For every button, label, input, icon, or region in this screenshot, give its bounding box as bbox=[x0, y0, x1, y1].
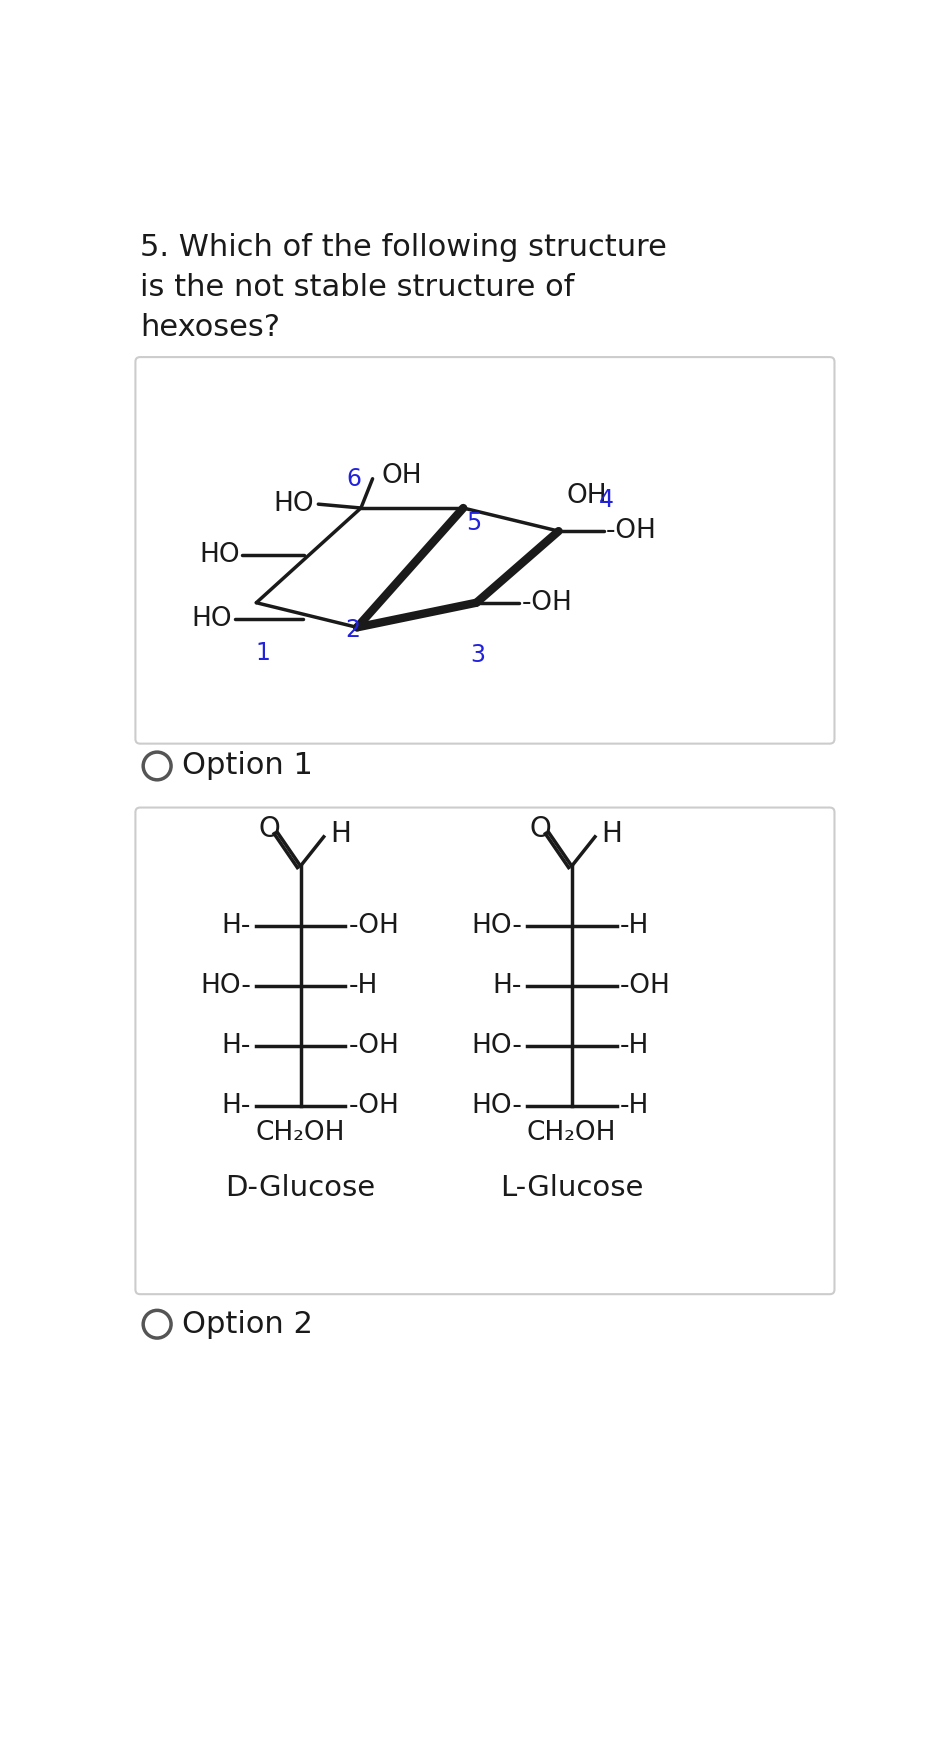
Text: O: O bbox=[259, 815, 280, 843]
Text: -H: -H bbox=[348, 973, 378, 1000]
Text: H-: H- bbox=[492, 973, 522, 1000]
Text: Option 1: Option 1 bbox=[182, 751, 313, 781]
Text: 1: 1 bbox=[255, 642, 270, 665]
Text: CH₂OH: CH₂OH bbox=[256, 1120, 346, 1146]
Text: H: H bbox=[330, 820, 350, 848]
Text: 6: 6 bbox=[346, 467, 361, 490]
Text: HO: HO bbox=[274, 492, 314, 517]
Text: L-Glucose: L-Glucose bbox=[500, 1174, 643, 1202]
Text: HO: HO bbox=[191, 606, 232, 631]
FancyBboxPatch shape bbox=[135, 358, 834, 744]
Text: H-: H- bbox=[222, 913, 251, 940]
Text: -OH: -OH bbox=[348, 1093, 400, 1120]
Text: 5: 5 bbox=[467, 511, 482, 536]
Text: OH: OH bbox=[381, 462, 421, 488]
Text: HO-: HO- bbox=[200, 973, 251, 1000]
Text: 5. Which of the following structure: 5. Which of the following structure bbox=[140, 233, 667, 263]
Text: 3: 3 bbox=[471, 643, 486, 666]
Text: -OH: -OH bbox=[606, 518, 656, 545]
Text: D-Glucose: D-Glucose bbox=[225, 1174, 376, 1202]
Text: HO-: HO- bbox=[472, 1093, 522, 1120]
Text: H-: H- bbox=[222, 1093, 251, 1120]
Text: H-: H- bbox=[222, 1033, 251, 1060]
Text: -OH: -OH bbox=[619, 973, 670, 1000]
Text: hexoses?: hexoses? bbox=[140, 314, 280, 342]
Text: CH₂OH: CH₂OH bbox=[527, 1120, 616, 1146]
Text: OH: OH bbox=[566, 483, 607, 510]
Text: -OH: -OH bbox=[348, 1033, 400, 1060]
Text: HO-: HO- bbox=[472, 913, 522, 940]
Text: O: O bbox=[530, 815, 551, 843]
Text: is the not stable structure of: is the not stable structure of bbox=[140, 273, 575, 301]
Text: -H: -H bbox=[619, 1033, 650, 1060]
Text: H: H bbox=[601, 820, 622, 848]
FancyBboxPatch shape bbox=[135, 807, 834, 1294]
Text: HO-: HO- bbox=[472, 1033, 522, 1060]
Text: -OH: -OH bbox=[348, 913, 400, 940]
Text: Option 2: Option 2 bbox=[182, 1310, 313, 1338]
Text: -OH: -OH bbox=[522, 589, 572, 615]
Text: -H: -H bbox=[619, 913, 650, 940]
Text: HO: HO bbox=[200, 541, 240, 568]
Text: -H: -H bbox=[619, 1093, 650, 1120]
Text: 2: 2 bbox=[346, 619, 361, 642]
Text: 4: 4 bbox=[599, 488, 614, 513]
